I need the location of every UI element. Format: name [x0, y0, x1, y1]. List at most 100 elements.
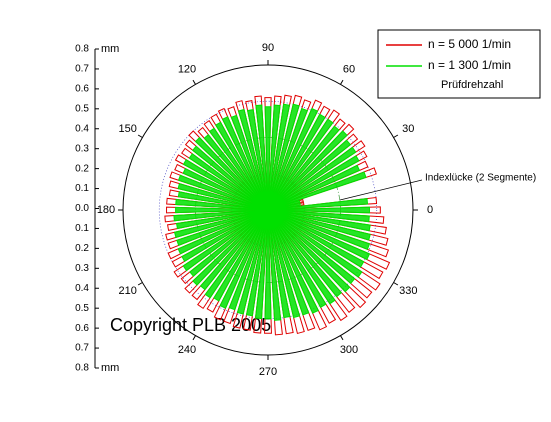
spike [199, 209, 269, 291]
y-tick-label: 0.6 [75, 323, 89, 334]
angle-tick-label: 330 [399, 285, 417, 297]
angle-tick [137, 282, 143, 286]
spike [204, 209, 269, 299]
spike [236, 209, 269, 315]
spike [267, 209, 336, 305]
y-tick-label: 0.4 [75, 123, 89, 134]
spike [173, 209, 269, 222]
spike [267, 209, 365, 268]
y-tick-label: 0.3 [75, 263, 89, 274]
r-grid-circle [158, 100, 378, 320]
spike [182, 209, 269, 272]
legend-label: n = 5 000 1/min [428, 37, 511, 51]
watermark: Copyright PLB 2005 [110, 315, 271, 335]
spike [267, 107, 319, 211]
angle-tick-label: 150 [119, 123, 137, 135]
spike [215, 121, 269, 211]
angle-tick-label: 240 [178, 344, 196, 356]
angle-tick-label: 30 [402, 123, 414, 135]
spike [203, 134, 269, 211]
spike [267, 209, 371, 241]
angle-tick-label: 270 [259, 366, 277, 378]
spike [176, 209, 269, 247]
spike [175, 209, 269, 230]
spike [194, 136, 269, 211]
y-tick-label: 0.2 [75, 243, 89, 254]
angle-tick-label: 60 [343, 64, 355, 76]
spike [267, 104, 281, 211]
angle-tick [137, 134, 143, 138]
spike [267, 197, 369, 211]
spike [267, 164, 361, 211]
spike [267, 209, 291, 319]
spike [192, 145, 269, 211]
spike [267, 139, 352, 211]
spike [173, 209, 269, 239]
spike [267, 209, 351, 293]
y-tick-label: 0.8 [75, 44, 89, 55]
y-tick-label: 0.1 [75, 223, 89, 234]
spike [254, 209, 269, 320]
spike [267, 171, 367, 211]
angle-tick [192, 79, 196, 85]
spike [267, 113, 326, 211]
spike [177, 182, 269, 211]
y-tick-label: 0.6 [75, 84, 89, 95]
spike [267, 209, 371, 261]
y-tick-label: 0.1 [75, 183, 89, 194]
spike [255, 104, 269, 211]
spike [267, 209, 371, 251]
annotation: Indexlücke (2 Segmente) [425, 173, 536, 184]
spike [267, 209, 356, 285]
angle-tick-label: 210 [119, 285, 137, 297]
spike [177, 174, 269, 211]
y-tick-label: 0.5 [75, 103, 89, 114]
spike [245, 209, 269, 317]
spike [188, 153, 269, 211]
spike [177, 191, 269, 211]
angle-tick-label: 300 [340, 344, 358, 356]
y-unit: mm [101, 43, 119, 55]
spike [175, 198, 269, 211]
legend-label: n = 1 300 1/min [428, 58, 511, 72]
legend-box [377, 29, 541, 99]
spike [264, 209, 272, 320]
spike [221, 116, 269, 211]
angle-tick [340, 335, 344, 341]
spike [267, 209, 319, 314]
spike [267, 209, 370, 223]
spike [267, 146, 357, 211]
spike [182, 167, 269, 211]
spike [267, 209, 301, 319]
annotation-line [339, 179, 423, 201]
spike [175, 206, 269, 214]
spike [267, 209, 371, 232]
y-tick-label: 0.5 [75, 303, 89, 314]
spike [267, 209, 310, 316]
angle-tick-label: 90 [262, 42, 274, 54]
y-unit: mm [101, 362, 119, 374]
y-tick-label: 0.0 [75, 203, 89, 214]
y-tick-label: 0.7 [75, 343, 89, 354]
angle-tick [340, 79, 344, 85]
spike [189, 209, 269, 277]
y-tick-label: 0.4 [75, 283, 89, 294]
spike [192, 209, 269, 286]
spike [267, 209, 363, 278]
spike [230, 114, 269, 211]
spike [267, 209, 282, 321]
spike [267, 209, 343, 298]
spike [267, 125, 340, 211]
angle-tick-label: 120 [178, 64, 196, 76]
spike [264, 106, 272, 211]
y-tick-label: 0.3 [75, 143, 89, 154]
angle-tick-label: 180 [97, 204, 115, 216]
spike [228, 209, 269, 311]
spike [237, 108, 269, 211]
spike [213, 209, 269, 302]
spike [267, 103, 300, 211]
spike [267, 206, 370, 214]
spike [267, 118, 334, 211]
spike [267, 130, 348, 211]
angle-tick [192, 335, 196, 341]
